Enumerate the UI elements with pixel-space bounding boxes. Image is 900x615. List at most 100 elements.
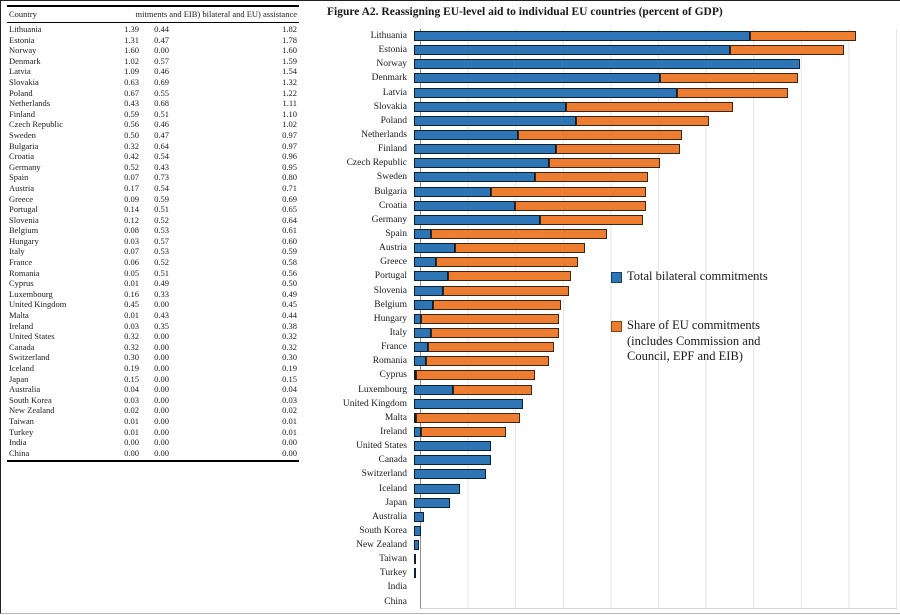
country-cell: United Kingdom bbox=[9, 299, 67, 310]
value-cell: 0.14 bbox=[124, 204, 139, 215]
bar-segment-bilateral bbox=[414, 469, 487, 480]
table-row: New Zealand 0.02 0.00 0.02 bbox=[9, 405, 297, 416]
table-row: Slovenia 0.12 0.52 0.64 bbox=[9, 215, 297, 226]
value-cell: 0.65 bbox=[282, 204, 297, 215]
bar-segment-bilateral bbox=[414, 271, 448, 282]
value-cell: 0.97 bbox=[282, 129, 297, 140]
bar-segment-bilateral bbox=[414, 285, 443, 296]
table-row: Slovakia 0.63 0.69 1.32 bbox=[9, 77, 297, 88]
bar-track bbox=[414, 29, 897, 43]
value-cell: 0.53 bbox=[154, 246, 169, 257]
table-header-values: mitments and EIB) bilateral and EU) assi… bbox=[135, 9, 297, 19]
table-row: Iceland 0.19 0.00 0.19 bbox=[9, 363, 297, 374]
value-cell: 0.51 bbox=[154, 204, 169, 215]
value-cell: 0.02 bbox=[124, 405, 139, 416]
chart-row: Cyprus bbox=[301, 368, 897, 382]
chart-row: India bbox=[301, 580, 897, 594]
country-cell: Italy bbox=[9, 246, 25, 257]
bar-segment-bilateral bbox=[414, 426, 422, 437]
category-label: Austria bbox=[379, 243, 407, 254]
chart-row: Spain bbox=[301, 227, 897, 241]
country-cell: Ireland bbox=[9, 320, 34, 331]
bar-segment-bilateral bbox=[414, 243, 456, 254]
value-cell: 0.43 bbox=[154, 310, 169, 321]
category-label: Sweden bbox=[376, 172, 407, 183]
bar-track bbox=[414, 170, 897, 184]
value-cell: 0.46 bbox=[154, 119, 169, 130]
value-cell: 0.04 bbox=[124, 384, 139, 395]
bar-track bbox=[414, 142, 897, 156]
chart-row: United Kingdom bbox=[301, 397, 897, 411]
value-cell: 1.22 bbox=[282, 87, 297, 98]
category-label: Canada bbox=[378, 455, 408, 466]
value-cell: 0.01 bbox=[124, 278, 139, 289]
table-row: Poland 0.67 0.55 1.22 bbox=[9, 88, 297, 99]
value-cell: 0.00 bbox=[154, 447, 169, 458]
value-cell: 0.68 bbox=[154, 98, 169, 109]
bar-segment-bilateral bbox=[414, 441, 492, 452]
legend-item-bilateral: Total bilateral commitments bbox=[611, 269, 817, 285]
value-cell: 1.11 bbox=[282, 98, 297, 109]
table-row: Australia 0.04 0.00 0.04 bbox=[9, 384, 297, 395]
bar-track bbox=[414, 397, 897, 411]
chart-row: Denmark bbox=[301, 71, 897, 85]
category-label: Japan bbox=[385, 497, 407, 508]
bar-track bbox=[414, 128, 897, 142]
value-cell: 0.00 bbox=[124, 437, 139, 448]
category-label: Turkey bbox=[379, 568, 407, 579]
bar-track bbox=[414, 269, 897, 283]
bar-segment-eu bbox=[428, 342, 555, 353]
value-cell: 0.44 bbox=[154, 24, 169, 34]
table-row: Estonia 1.31 0.47 1.78 bbox=[9, 35, 297, 46]
category-label: Hungary bbox=[373, 313, 407, 324]
bar-track bbox=[414, 383, 897, 397]
value-cell: 0.04 bbox=[282, 384, 297, 395]
category-label: Luxembourg bbox=[358, 384, 407, 395]
bar-segment-bilateral bbox=[414, 158, 550, 169]
chart-row: Bulgaria bbox=[301, 185, 897, 199]
bar-track bbox=[414, 595, 897, 609]
value-cell: 0.61 bbox=[282, 225, 297, 236]
country-cell: India bbox=[9, 437, 27, 448]
value-cell: 0.97 bbox=[282, 140, 297, 151]
table-row: Belgium 0.08 0.53 0.61 bbox=[9, 225, 297, 236]
country-cell: Iceland bbox=[9, 363, 35, 373]
bar-segment-eu bbox=[447, 271, 571, 282]
category-label: New Zealand bbox=[356, 540, 407, 551]
chart-row: Taiwan bbox=[301, 552, 897, 566]
bar-segment-bilateral bbox=[414, 228, 431, 239]
value-cell: 0.08 bbox=[124, 225, 139, 236]
bar-segment-bilateral bbox=[414, 483, 460, 494]
value-cell: 0.57 bbox=[154, 235, 169, 246]
bar-segment-eu bbox=[660, 73, 798, 84]
bar-track bbox=[414, 340, 897, 354]
country-cell: Norway bbox=[9, 45, 37, 56]
bar-track bbox=[414, 368, 897, 382]
table-row: Lithuania 1.39 0.44 1.82 bbox=[9, 24, 297, 35]
category-label: Australia bbox=[372, 511, 407, 522]
table-row: Portugal 0.14 0.51 0.65 bbox=[9, 204, 297, 215]
bar-track bbox=[414, 199, 897, 213]
table-row: United Kingdom 0.45 0.00 0.45 bbox=[9, 299, 297, 310]
table-row: South Korea 0.03 0.00 0.03 bbox=[9, 395, 297, 406]
bar-track bbox=[414, 354, 897, 368]
table-row: Bulgaria 0.32 0.64 0.97 bbox=[9, 141, 297, 152]
country-cell: Bulgaria bbox=[9, 140, 39, 151]
value-cell: 1.59 bbox=[282, 55, 297, 66]
category-label: Denmark bbox=[371, 73, 407, 84]
value-cell: 0.58 bbox=[282, 257, 297, 268]
bar-track bbox=[414, 453, 897, 467]
value-cell: 0.47 bbox=[154, 129, 169, 140]
value-cell: 1.09 bbox=[124, 66, 139, 77]
bar-track bbox=[414, 213, 897, 227]
country-cell: Malta bbox=[9, 310, 29, 321]
bar-track bbox=[414, 227, 897, 241]
category-label: Croatia bbox=[379, 200, 407, 211]
bar-segment-eu bbox=[433, 299, 562, 310]
value-cell: 0.01 bbox=[282, 415, 297, 426]
bar-track bbox=[414, 86, 897, 100]
value-cell: 0.06 bbox=[124, 257, 139, 268]
table-row: Norway 1.60 0.00 1.60 bbox=[9, 45, 297, 56]
value-cell: 0.52 bbox=[154, 214, 169, 225]
value-cell: 0.32 bbox=[124, 140, 139, 151]
